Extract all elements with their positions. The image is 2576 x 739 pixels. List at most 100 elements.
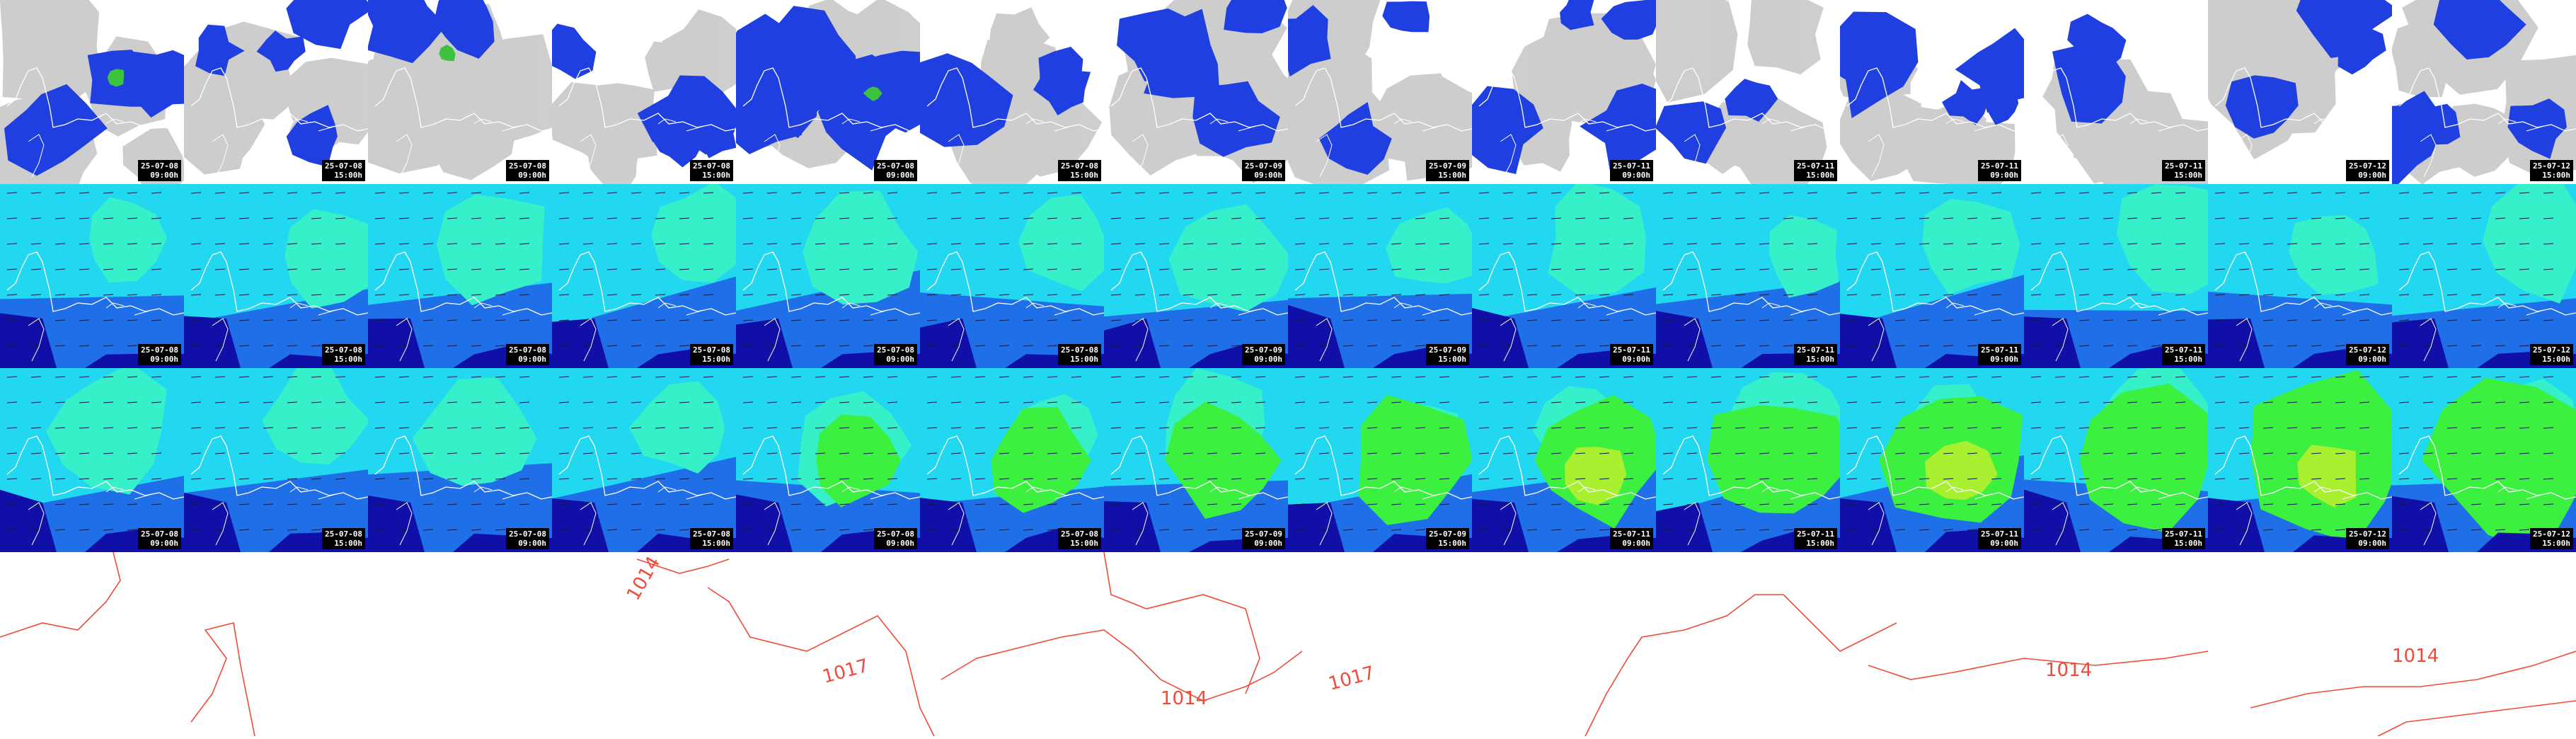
wind-arrow (2175, 294, 2186, 296)
wind-arrow (1575, 217, 1586, 219)
wind-arrow (1391, 268, 1402, 270)
timestamp-date: 25-07-08 (509, 345, 546, 355)
wind-arrow (582, 217, 594, 219)
timestamp-date: 25-07-12 (2349, 345, 2386, 355)
wind-arrow (2398, 452, 2410, 454)
wind-arrow (1943, 217, 1954, 219)
map-image (2392, 368, 2576, 552)
wind-arrow (2103, 319, 2114, 321)
wind-arrow (238, 345, 250, 347)
timestamp-date: 25-07-11 (1797, 345, 1834, 355)
wind-arrow (1783, 503, 1794, 505)
map-image (736, 0, 920, 184)
wind-arrow (1846, 345, 1858, 347)
timestamp-date: 25-07-11 (1981, 345, 2018, 355)
wind-arrow (2495, 217, 2506, 219)
timestamp-label: 25-07-12 09:00h (2346, 344, 2389, 365)
wind-arrow (1478, 401, 1490, 403)
wind-arrow (2519, 529, 2530, 531)
wind-arrow (606, 529, 618, 531)
wind-arrow (1735, 529, 1746, 531)
wind-arrow (471, 401, 482, 403)
timestamp-date: 25-07-09 (1245, 529, 1282, 539)
wind-arrow (999, 294, 1010, 296)
wind-arrow (1662, 401, 1674, 403)
wind-arrow (1478, 294, 1490, 296)
wind-arrow (839, 345, 850, 347)
wind-arrow (766, 401, 778, 403)
map-image (1288, 368, 1472, 552)
wind-arrow (1894, 401, 1906, 403)
wind-arrow (103, 268, 114, 270)
wind-arrow (1415, 503, 1426, 505)
wind-arrow (1367, 217, 1378, 219)
wind-arrow (1294, 294, 1306, 296)
wind-arrow (2214, 217, 2226, 219)
wind-arrow (1342, 217, 1354, 219)
wind-arrow (2446, 268, 2458, 270)
wind-arrow (2103, 452, 2114, 454)
wind-arrow (606, 503, 618, 505)
wind-arrow (839, 217, 850, 219)
wind-arrow (263, 268, 274, 270)
wind-arrow (471, 529, 482, 531)
wind-arrow (2446, 452, 2458, 454)
wind-arrow (815, 345, 826, 347)
wind-arrow (6, 294, 18, 296)
wind-arrow (1991, 268, 2002, 270)
wind-arrow (447, 452, 458, 454)
wind-arrow (151, 401, 162, 403)
wind-high-map-tile: 25-07-08 09:00h (736, 368, 920, 552)
wind-arrow (2422, 217, 2434, 219)
timestamp-label: 25-07-11 15:00h (1794, 160, 1837, 181)
wind-arrow (2127, 503, 2138, 505)
wind-arrow (1502, 294, 1514, 296)
wind-arrow (2471, 529, 2482, 531)
map-image (1656, 0, 1840, 184)
wind-arrow (2398, 345, 2410, 347)
wind-arrow (887, 401, 898, 403)
timestamp-label: 25-07-08 15:00h (322, 344, 365, 365)
wind-arrow (1623, 452, 1634, 454)
wind-arrow (2398, 529, 2410, 531)
wind-arrow (1735, 452, 1746, 454)
wind-arrow (311, 345, 322, 347)
wind-arrow (1391, 452, 1402, 454)
wind-arrow (1551, 268, 1562, 270)
wind-arrow (1846, 401, 1858, 403)
wind-arrow (1207, 217, 1218, 219)
precipitation-map-tile: 25-07-08 15:00h (184, 0, 368, 184)
wind-arrow (1991, 401, 2002, 403)
wind-arrow (1807, 319, 1818, 321)
wind-arrow (1158, 268, 1170, 270)
precipitation-map-tile: 25-07-08 15:00h (920, 0, 1104, 184)
wind-arrow (519, 217, 530, 219)
wind-arrow (1894, 529, 1906, 531)
wind-arrow (1710, 401, 1722, 403)
wind-arrow (863, 401, 874, 403)
wind-arrow (2175, 319, 2186, 321)
wind-arrow (703, 294, 714, 296)
wind-arrow (2287, 401, 2298, 403)
wind-arrow (606, 345, 618, 347)
wind-arrow (1207, 401, 1218, 403)
wind-arrow (2054, 217, 2066, 219)
timestamp-time: 15:00h (1070, 539, 1098, 548)
wind-low-map-tile: 25-07-11 15:00h (1656, 184, 1840, 368)
wind-arrow (1110, 401, 1122, 403)
wind-arrow (6, 529, 18, 531)
wind-arrow (1526, 268, 1538, 270)
wind-arrow (6, 452, 18, 454)
timestamp-time: 09:00h (1622, 539, 1650, 548)
wind-low-map-tile: 25-07-08 09:00h (0, 184, 184, 368)
wind-arrow (263, 401, 274, 403)
map-image (1288, 0, 1472, 184)
wind-arrow (2175, 452, 2186, 454)
timestamp-date: 25-07-08 (693, 345, 730, 355)
wind-arrow (1551, 503, 1562, 505)
wind-arrow (374, 503, 386, 505)
wind-arrow (2543, 503, 2554, 505)
wind-arrow (558, 503, 570, 505)
wind-arrow (1158, 319, 1170, 321)
wind-arrow (214, 401, 226, 403)
